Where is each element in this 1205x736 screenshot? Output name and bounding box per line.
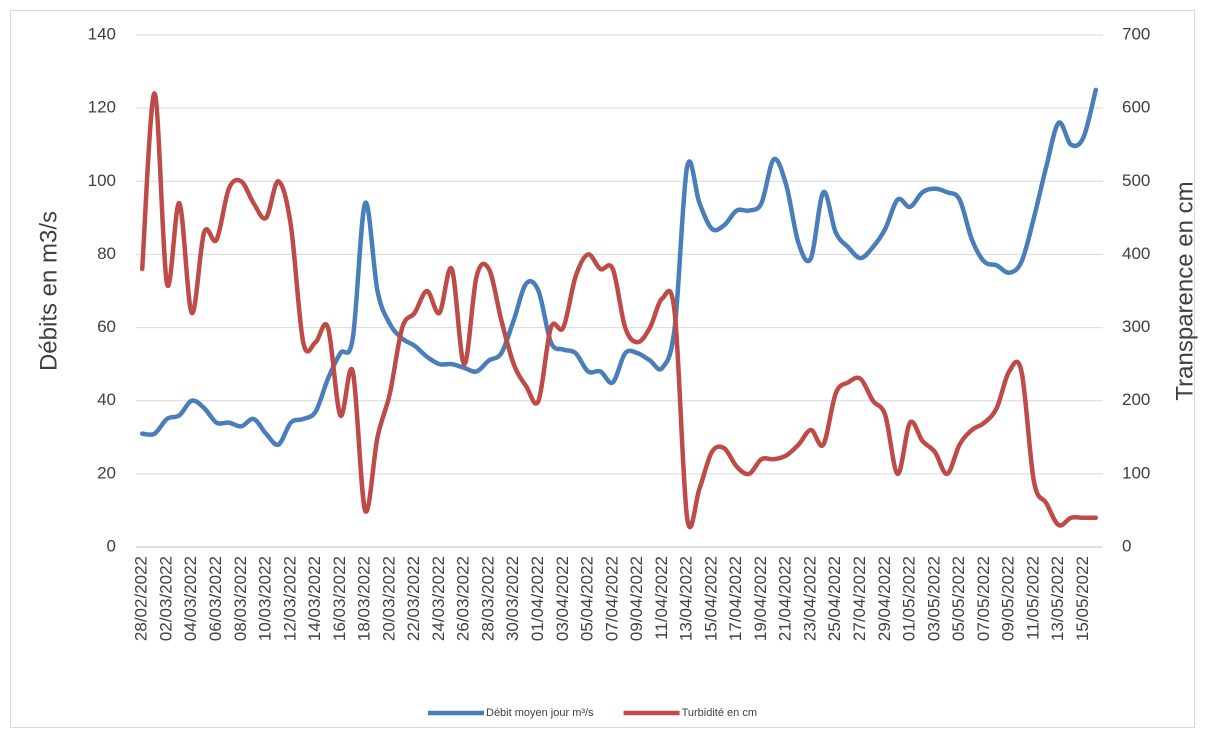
- data-line: [139, 91, 1099, 530]
- x-tick-label: 05/04/2022: [578, 556, 597, 641]
- y-tick-label: 40: [97, 390, 116, 409]
- y2-tick-label: 300: [1122, 317, 1150, 336]
- x-tick-label: 01/04/2022: [528, 556, 547, 641]
- x-tick-label: 28/03/2022: [478, 556, 497, 641]
- data-line: [139, 87, 1099, 448]
- x-tick-label: 21/04/2022: [776, 556, 795, 641]
- x-tick-label: 14/03/2022: [305, 556, 324, 641]
- x-tick-label: 08/03/2022: [231, 556, 250, 641]
- x-tick-label: 09/04/2022: [627, 556, 646, 641]
- y-tick-label: 100: [88, 171, 116, 190]
- x-tick-label: 02/03/2022: [156, 556, 175, 641]
- x-tick-label: 17/04/2022: [726, 556, 745, 641]
- x-tick-label: 04/03/2022: [181, 556, 200, 641]
- x-tick-label: 05/05/2022: [949, 556, 968, 641]
- x-tick-label: 13/04/2022: [677, 556, 696, 641]
- y-tick-label: 140: [88, 24, 116, 43]
- y2-tick-label: 0: [1122, 536, 1131, 555]
- x-tick-label: 29/04/2022: [875, 556, 894, 641]
- y2-tick-label: 100: [1122, 463, 1150, 482]
- legend-label: Turbidité en cm: [682, 707, 757, 719]
- x-tick-label: 24/03/2022: [429, 556, 448, 641]
- y-tick-label: 80: [97, 244, 116, 263]
- y-axis-title: Débits en m3/s: [35, 211, 62, 371]
- x-tick-label: 01/05/2022: [900, 556, 919, 641]
- chart-frame: [10, 10, 1195, 728]
- x-tick-label: 30/03/2022: [503, 556, 522, 641]
- x-tick-label: 28/02/2022: [132, 556, 151, 641]
- x-tick-label: 22/03/2022: [404, 556, 423, 641]
- x-tick-label: 15/05/2022: [1073, 556, 1092, 641]
- x-tick-label: 25/04/2022: [825, 556, 844, 641]
- x-tick-label: 06/03/2022: [206, 556, 225, 641]
- x-tick-label: 11/04/2022: [652, 556, 671, 640]
- y2-tick-label: 700: [1122, 24, 1150, 43]
- y2-tick-label: 600: [1122, 98, 1150, 117]
- x-tick-label: 09/05/2022: [999, 556, 1018, 641]
- x-tick-label: 16/03/2022: [330, 556, 349, 641]
- x-tick-label: 19/04/2022: [751, 556, 770, 641]
- x-tick-label: 23/04/2022: [800, 556, 819, 641]
- y2-axis-title: Transparence en cm: [1171, 181, 1198, 400]
- x-tick-label: 13/05/2022: [1048, 556, 1067, 641]
- x-tick-label: 03/05/2022: [924, 556, 943, 641]
- x-tick-label: 20/03/2022: [379, 556, 398, 641]
- y-tick-label: 20: [97, 463, 116, 482]
- y-tick-label: 0: [107, 536, 116, 555]
- x-tick-label: 18/03/2022: [355, 556, 374, 641]
- x-tick-label: 07/04/2022: [602, 556, 621, 641]
- legend-label: Débit moyen jour m³/s: [486, 707, 594, 719]
- x-tick-label: 26/03/2022: [454, 556, 473, 641]
- x-tick-label: 07/05/2022: [974, 556, 993, 641]
- x-tick-label: 15/04/2022: [701, 556, 720, 641]
- y2-tick-label: 200: [1122, 390, 1150, 409]
- x-tick-label: 03/04/2022: [553, 556, 572, 641]
- x-tick-label: 11/05/2022: [1023, 556, 1042, 640]
- y2-tick-label: 400: [1122, 244, 1150, 263]
- y2-tick-label: 500: [1122, 171, 1150, 190]
- x-tick-label: 27/04/2022: [850, 556, 869, 641]
- x-tick-label: 10/03/2022: [256, 556, 275, 641]
- x-tick-label: 12/03/2022: [280, 556, 299, 641]
- y-tick-label: 120: [88, 98, 116, 117]
- y-tick-label: 60: [97, 317, 116, 336]
